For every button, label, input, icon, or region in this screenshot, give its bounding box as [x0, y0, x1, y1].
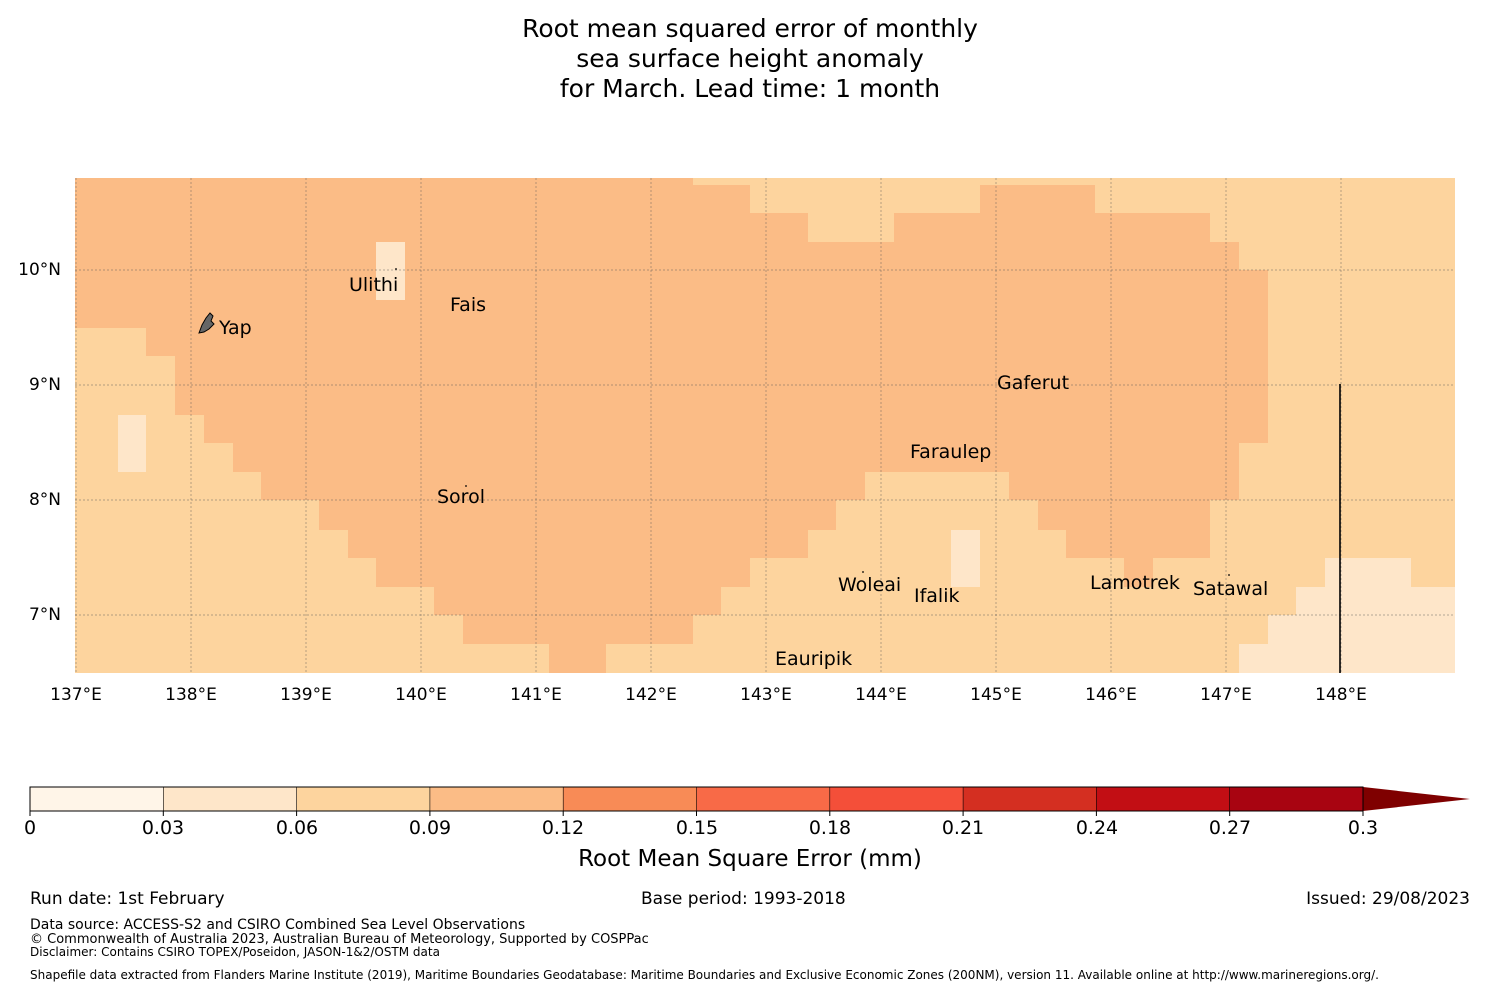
colorbar-tick-labels: 0 0.03 0.06 0.09 0.12 0.15 0.18 0.21 0.2… — [24, 817, 1378, 839]
lon-label-138e: 138°E — [165, 685, 217, 705]
cb-tick-label-9: 0.27 — [1209, 817, 1251, 839]
colorbar-swatch — [296, 787, 431, 811]
cb-tick-label-7: 0.21 — [942, 817, 984, 839]
title-line-1: Root mean squared error of monthly — [522, 14, 978, 43]
place-label-ulithi: Ulithi — [349, 274, 398, 296]
lon-label-139e: 139°E — [280, 685, 332, 705]
lon-label-141e: 141°E — [510, 685, 562, 705]
colorbar-swatch — [1229, 787, 1364, 811]
longitude-labels: 137°E 138°E 139°E 140°E 141°E 142°E 143°… — [50, 685, 1367, 705]
rmse-region-southeast-b — [1296, 587, 1455, 673]
colorbar-swatches — [30, 787, 1364, 811]
title-line-3: for March. Lead time: 1 month — [559, 74, 941, 103]
colorbar-swatch — [429, 787, 564, 811]
title-line-2: sea surface height anomaly — [576, 44, 924, 73]
lon-label-143e: 143°E — [740, 685, 792, 705]
data-source: Data source: ACCESS-S2 and CSIRO Combine… — [30, 917, 526, 933]
woleai-island-dot — [862, 571, 864, 573]
rmse-region-southeast-d — [1239, 644, 1268, 673]
place-label-satawal: Satawal — [1193, 578, 1268, 600]
lat-label-7n: 7°N — [29, 605, 61, 625]
place-label-gaferut: Gaferut — [997, 372, 1069, 394]
shapefile-credit: Shapefile data extracted from Flanders M… — [30, 968, 1379, 982]
cb-tick-label-10: 0.3 — [1348, 817, 1378, 839]
cb-tick-label-5: 0.15 — [676, 817, 718, 839]
place-labels: Yap Ulithi Fais Gaferut Faraulep Sorol W… — [218, 274, 1268, 670]
lon-label-144e: 144°E — [855, 685, 907, 705]
place-label-faraulep: Faraulep — [910, 441, 991, 463]
lon-label-145e: 145°E — [970, 685, 1022, 705]
colorbar-swatch — [30, 787, 164, 811]
colorbar-extend-arrow — [1363, 787, 1470, 811]
map-title: Root mean squared error of monthly sea s… — [0, 14, 1500, 104]
lat-label-9n: 9°N — [29, 375, 61, 395]
colorbar-swatch — [1096, 787, 1231, 811]
lat-label-8n: 8°N — [29, 490, 61, 510]
sorol-island-dot — [465, 485, 467, 487]
place-label-woleai: Woleai — [838, 574, 901, 596]
islands — [198, 268, 1230, 576]
graticule — [75, 178, 1455, 673]
run-date: Run date: 1st February — [30, 889, 225, 909]
lat-label-10n: 10°N — [18, 260, 61, 280]
cb-tick-label-3: 0.09 — [409, 817, 451, 839]
place-label-eauripik: Eauripik — [775, 648, 852, 670]
yap-island-shape — [198, 312, 215, 334]
cb-tick-label-4: 0.12 — [542, 817, 584, 839]
rmse-cell-ulithi — [376, 242, 405, 300]
disclaimer: Disclaimer: Contains CSIRO TOPEX/Poseido… — [30, 945, 440, 959]
colorbar: 0 0.03 0.06 0.09 0.12 0.15 0.18 0.21 0.2… — [24, 786, 1470, 839]
lon-label-140e: 140°E — [395, 685, 447, 705]
colorbar-swatch — [696, 787, 831, 811]
lon-label-137e: 137°E — [50, 685, 102, 705]
colorbar-ticks — [29, 787, 1364, 816]
rmse-region-southeast-c — [1268, 615, 1296, 673]
place-label-sorol: Sorol — [437, 486, 485, 508]
colorbar-swatch — [829, 787, 964, 811]
base-period: Base period: 1993-2018 — [641, 889, 846, 909]
copyright: © Commonwealth of Australia 2023, Austra… — [30, 932, 649, 947]
colorbar-swatch — [963, 787, 1097, 811]
colorbar-swatch — [163, 787, 298, 811]
satawal-island-dot — [1228, 574, 1230, 576]
lon-label-146e: 146°E — [1085, 685, 1137, 705]
place-label-lamotrek: Lamotrek — [1090, 572, 1180, 594]
place-label-yap: Yap — [218, 317, 252, 339]
rmse-cell-west — [118, 415, 146, 472]
rmse-cell-ifalik — [951, 530, 980, 587]
latitude-labels: 10°N 9°N 8°N 7°N — [18, 260, 61, 625]
place-label-ifalik: Ifalik — [914, 585, 960, 607]
cb-tick-label-8: 0.24 — [1076, 817, 1118, 839]
colorbar-label: Root Mean Square Error (mm) — [578, 846, 922, 872]
lon-label-147e: 147°E — [1200, 685, 1252, 705]
cb-tick-label-2: 0.06 — [276, 817, 318, 839]
issued-date: Issued: 29/08/2023 — [1306, 889, 1470, 909]
cb-tick-label-6: 0.18 — [809, 817, 851, 839]
cb-tick-label-1: 0.03 — [142, 817, 184, 839]
ulithi-island-dot — [395, 268, 397, 270]
colorbar-swatch — [563, 787, 697, 811]
rmse-region-0.09-0.12 — [75, 178, 1268, 673]
cb-tick-label-0: 0 — [24, 817, 36, 839]
lon-label-148e: 148°E — [1315, 685, 1367, 705]
place-label-fais: Fais — [450, 294, 486, 316]
lon-label-142e: 142°E — [625, 685, 677, 705]
